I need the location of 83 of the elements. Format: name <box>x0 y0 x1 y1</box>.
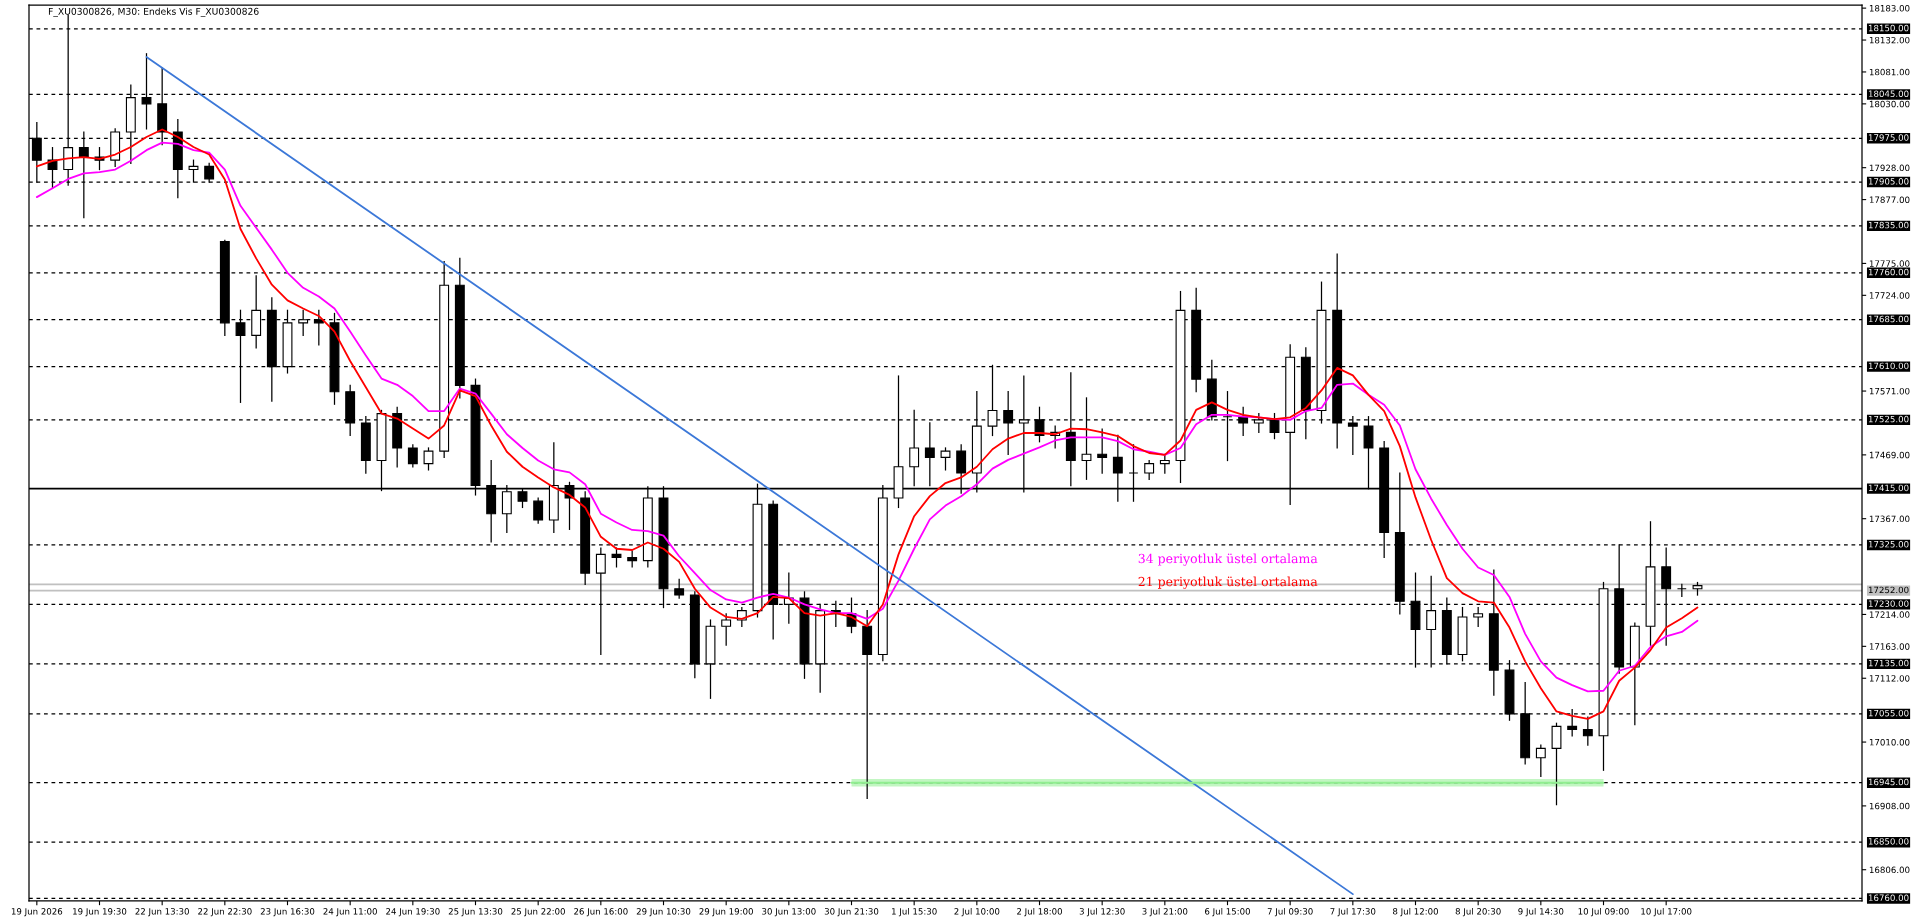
x-tick-label: 6 Jul 15:00 <box>1205 907 1251 917</box>
ref-line-label: 17760.00 <box>1868 268 1909 276</box>
y-tick-label: 17112.00 <box>1869 675 1910 682</box>
ref-line-label: 16760.00 <box>1868 894 1909 901</box>
x-tick-label: 7 Jul 09:30 <box>1267 907 1313 917</box>
y-tick-label: 17214.00 <box>1869 611 1910 618</box>
candlestick <box>423 447 434 471</box>
x-tick-label: 10 Jul 17:00 <box>1641 907 1692 917</box>
y-tick-label: 17928.00 <box>1869 164 1910 172</box>
y-tick-label: 16806.00 <box>1869 866 1910 874</box>
ref-line-label: 17835.00 <box>1868 221 1909 229</box>
y-tick-label: 17724.00 <box>1869 292 1910 299</box>
candlestick <box>940 447 951 471</box>
candlestick <box>674 578 685 599</box>
ref-line-label: 17252.00 <box>1868 586 1909 594</box>
ref-line-label: 17610.00 <box>1868 362 1909 370</box>
x-tick-label: 10 Jul 09:00 <box>1578 907 1629 917</box>
candlestick <box>1473 606 1484 627</box>
ref-line-label: 18045.00 <box>1868 90 1909 97</box>
x-tick-label: 26 Jun 16:00 <box>574 908 628 917</box>
candlestick <box>1269 412 1280 440</box>
x-tick-label: 1 Jul 15:30 <box>892 907 937 917</box>
x-tick-label: 8 Jul 12:00 <box>1393 907 1439 917</box>
y-tick-label: 18030.00 <box>1869 100 1910 108</box>
candlestick <box>1253 412 1264 433</box>
x-tick-label: 3 Jul 12:30 <box>1079 907 1125 917</box>
ref-line-label: 16945.00 <box>1868 778 1909 786</box>
y-tick-label: 17877.00 <box>1869 196 1910 203</box>
text: 21 periyotluk üstel ortalama <box>1138 576 1318 589</box>
x-tick-label: 23 Jun 16:30 <box>260 908 315 917</box>
x-tick-label: 25 Jun 22:00 <box>511 908 565 917</box>
x-tick-label: 2 Jul 18:00 <box>1017 907 1063 917</box>
x-tick-label: 9 Jul 14:30 <box>1518 907 1564 917</box>
candlestick <box>611 547 622 568</box>
x-tick-label: 25 Jun 13:30 <box>448 908 503 917</box>
x-tick-label: 30 Jun 21:30 <box>824 908 879 917</box>
x-tick-label: 24 Jun 19:30 <box>386 908 440 917</box>
ref-line-label: 16850.00 <box>1868 838 1909 845</box>
ref-line-label: 17525.00 <box>1868 415 1909 423</box>
x-tick-label: 7 Jul 17:30 <box>1330 907 1376 917</box>
y-tick-label: 17469.00 <box>1869 451 1910 459</box>
candlestick <box>407 444 418 468</box>
x-tick-label: 29 Jun 10:30 <box>636 908 691 917</box>
x-tick-label: 8 Jul 20:30 <box>1455 907 1501 917</box>
y-tick-label: 17571.00 <box>1869 387 1910 395</box>
ref-line-label: 17685.00 <box>1868 315 1909 323</box>
x-tick-label: 19 Jun 19:30 <box>73 908 127 917</box>
candlestick <box>1144 459 1155 480</box>
y-tick-label: 17010.00 <box>1869 738 1910 746</box>
ref-line-label: 17905.00 <box>1868 178 1909 185</box>
candlestick <box>533 497 544 524</box>
candlestick <box>1582 716 1593 746</box>
ref-line-label: 17975.00 <box>1868 134 1909 141</box>
x-tick-label: 30 Jun 13:00 <box>762 908 816 917</box>
y-tick-label: 16908.00 <box>1869 802 1910 810</box>
candlestick <box>298 309 309 336</box>
ref-line-label: 17325.00 <box>1868 540 1909 548</box>
candlestick <box>1551 722 1562 806</box>
y-tick-label: 18132.00 <box>1869 36 1910 44</box>
y-tick-label: 18081.00 <box>1869 68 1910 76</box>
ref-line-label: 17135.00 <box>1868 659 1909 667</box>
text: 34 periyotluk üstel ortalama <box>1138 553 1318 566</box>
ref-line-label: 17415.00 <box>1868 484 1909 492</box>
x-tick-label: 29 Jun 19:00 <box>699 908 753 917</box>
candlestick <box>1535 744 1546 778</box>
candlestick <box>721 613 732 646</box>
chart-title: F_XU0300826, M30: Endeks Vis F_XU0300826 <box>48 7 259 17</box>
ref-line-label: 18150.00 <box>1868 24 1909 32</box>
ref-line-label: 17230.00 <box>1868 600 1909 607</box>
y-tick-label: 17775.00 <box>1869 260 1910 267</box>
x-tick-label: 22 Jun 13:30 <box>135 908 189 917</box>
candlestick <box>1159 453 1170 474</box>
candlestick <box>1097 428 1108 474</box>
x-tick-label: 3 Jul 21:00 <box>1142 907 1188 917</box>
x-tick-label: 2 Jul 10:00 <box>954 907 1000 917</box>
y-tick-label: 17367.00 <box>1869 515 1910 523</box>
x-tick-label: 24 Jun 11:00 <box>323 908 377 917</box>
y-tick-label: 17163.00 <box>1869 643 1910 650</box>
x-tick-label: 22 Jun 22:30 <box>198 908 252 917</box>
y-tick-label: 18183.00 <box>1869 5 1910 12</box>
candlestick <box>924 422 935 487</box>
ref-line-label: 17055.00 <box>1868 709 1909 717</box>
x-tick-label: 19 Jun 2026 <box>11 908 63 917</box>
